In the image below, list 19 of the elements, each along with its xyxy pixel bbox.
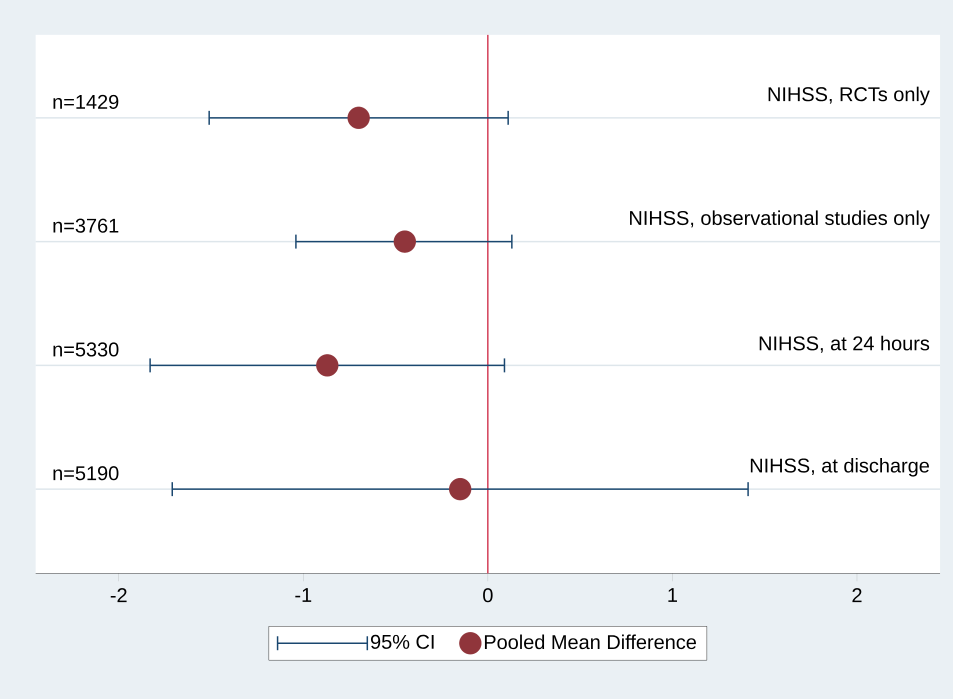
point: [316, 354, 338, 377]
y-tick-label: NIHSS, at discharge: [750, 458, 929, 477]
x-tick-label: -1: [295, 588, 312, 602]
annotation: n=5190: [53, 466, 118, 480]
y-tick-label: NIHSS, at 24 hours: [760, 336, 930, 353]
y-tick-label: NIHSS, RCTs only: [768, 86, 930, 106]
x-tick-label: -2: [110, 588, 127, 602]
annotation: n=3761: [53, 218, 118, 233]
point: [394, 230, 416, 253]
x-tick-label: 1: [668, 588, 677, 602]
point: [347, 106, 370, 130]
y-tick-label: NIHSS, observational studies only: [630, 210, 930, 230]
x-tick-label: 2: [852, 588, 862, 602]
point: [449, 478, 472, 500]
legend-label: Pooled Mean Difference: [484, 634, 696, 650]
annotation: n=5330: [53, 342, 118, 357]
text: 95% CI: [370, 634, 434, 649]
annotation: n=1429: [53, 94, 118, 109]
x-tick-label: 0: [483, 588, 493, 602]
